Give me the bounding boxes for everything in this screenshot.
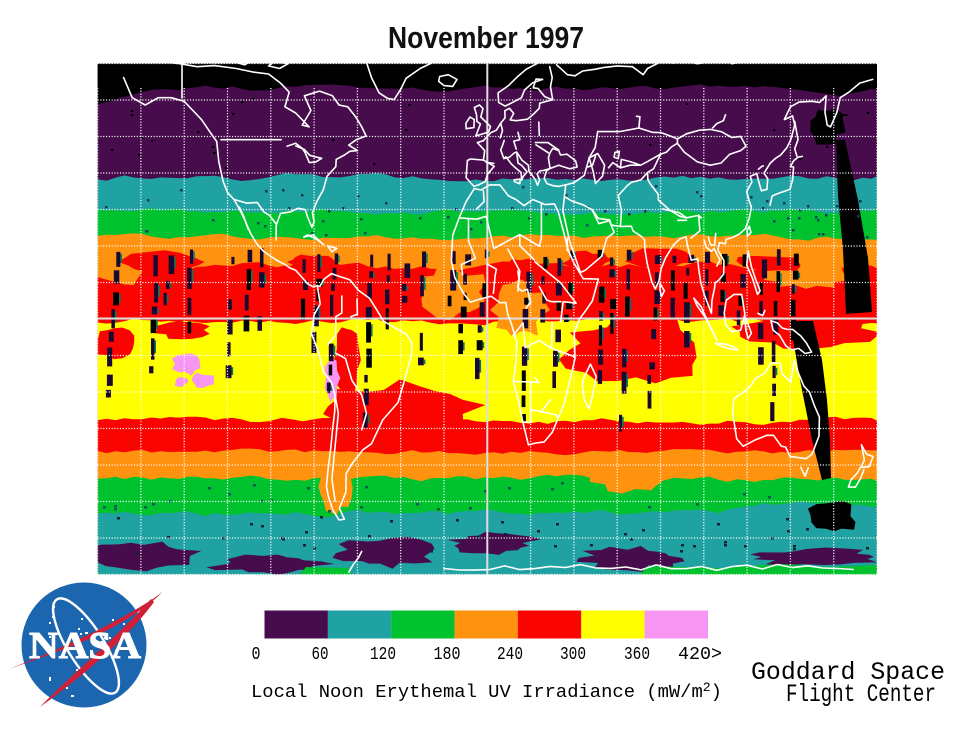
svg-text:Goddard Space: Goddard Space (751, 658, 945, 687)
svg-text:Flight Center: Flight Center (786, 680, 936, 709)
svg-text:120: 120 (370, 645, 396, 665)
svg-text:NASA: NASA (29, 625, 142, 667)
svg-text:360: 360 (624, 645, 650, 665)
svg-text:420>: 420> (678, 645, 722, 665)
svg-text:November 1997: November 1997 (388, 20, 584, 55)
svg-text:60: 60 (312, 645, 329, 665)
svg-text:0: 0 (252, 645, 261, 665)
svg-text:300: 300 (560, 645, 586, 665)
svg-text:240: 240 (497, 645, 523, 665)
svg-text:180: 180 (434, 645, 461, 665)
svg-text:Local Noon Erythemal UV Irradi: Local Noon Erythemal UV Irradiance (mW/m… (251, 680, 722, 703)
